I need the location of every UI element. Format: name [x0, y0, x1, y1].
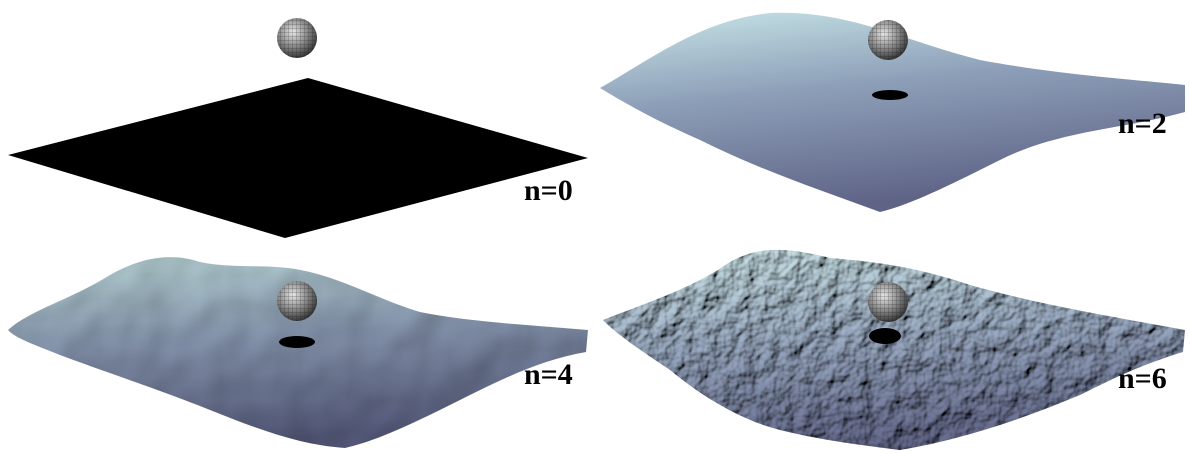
sphere	[277, 18, 317, 58]
panel-label: n=4	[524, 358, 573, 391]
panel: n=2	[600, 13, 1185, 212]
shadow	[279, 336, 315, 348]
flat-plane	[8, 78, 588, 238]
surface	[603, 250, 1185, 450]
sphere	[868, 282, 908, 322]
panel: n=4	[8, 257, 588, 448]
sphere	[277, 281, 317, 321]
panel-label: n=0	[524, 174, 573, 207]
panel: n=0	[8, 18, 588, 238]
panel-label: n=2	[1118, 107, 1167, 140]
shadow	[872, 90, 908, 100]
sphere	[868, 20, 908, 60]
panel-label: n=6	[1118, 362, 1167, 395]
shadow	[869, 328, 901, 344]
panel: n=6	[603, 250, 1185, 450]
figure: n=0 n=2 n=4 n=6	[0, 0, 1190, 453]
